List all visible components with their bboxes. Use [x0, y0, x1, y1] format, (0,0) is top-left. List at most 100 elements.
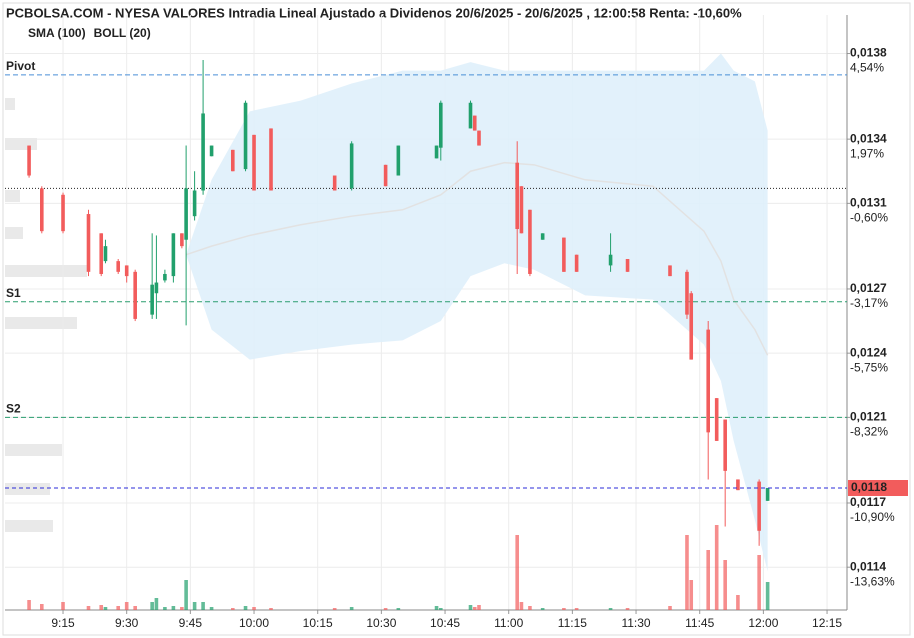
y-tick-return: -13,63% [850, 574, 895, 588]
volume-bar [515, 535, 519, 610]
volume-bar [757, 555, 761, 610]
x-tick-label: 10:30 [366, 616, 396, 630]
volume-bar [231, 608, 235, 610]
x-tick-label: 10:15 [303, 616, 333, 630]
volume-bar [736, 595, 740, 610]
volume-bar [723, 560, 727, 610]
y-tick-return: 1,97% [850, 146, 884, 160]
candle-body [714, 398, 719, 441]
candle-body [540, 233, 545, 240]
volume-bar [40, 604, 44, 610]
indicator-legend: BOLL (20) [94, 26, 151, 40]
volume-bar [689, 580, 694, 610]
candle-body [438, 102, 443, 148]
y-tick-label: 0,0134 [850, 131, 887, 145]
candle-body [468, 102, 473, 129]
candle-body [434, 145, 439, 159]
volume-bar [714, 525, 719, 610]
bollinger-middle [185, 161, 769, 356]
volume-bar [332, 608, 337, 610]
candle-body [252, 134, 256, 191]
volume-bar [528, 606, 532, 610]
volume-bar [184, 580, 188, 610]
volume-bar [438, 608, 443, 610]
level-label: S1 [6, 286, 21, 300]
volume-bar [124, 602, 129, 610]
y-tick-return: -3,17% [850, 296, 888, 310]
candle-body [528, 209, 532, 274]
candle-body [133, 271, 137, 319]
candle-body [332, 175, 337, 191]
candle-body [574, 254, 579, 272]
candle-body [689, 293, 694, 360]
candle-body [515, 162, 519, 230]
candle-body [86, 214, 91, 272]
volume-bar [171, 606, 176, 610]
candle-body [757, 481, 761, 531]
volume-bar [349, 607, 354, 610]
candle-body [209, 145, 214, 157]
candle-body [99, 233, 104, 274]
candle-body [180, 233, 184, 247]
x-tick-label: 11:15 [558, 616, 587, 630]
volume-bar [668, 606, 672, 610]
candle-body [116, 261, 121, 272]
chart-title: PCBOLSA.COM - NYESA VALORES Intradia Lin… [6, 5, 742, 20]
candle-body [396, 145, 401, 176]
x-tick-label: 9:45 [179, 616, 203, 630]
y-tick-label: 0,0121 [850, 410, 887, 424]
y-tick-return: -0,60% [850, 211, 888, 225]
volume-bar [685, 535, 689, 610]
candle-body [154, 282, 159, 294]
candle-body [184, 188, 188, 240]
x-tick-label: 11:30 [621, 616, 650, 630]
volume-bar [434, 606, 439, 610]
x-tick-label: 12:00 [748, 616, 778, 630]
candle-body [685, 271, 689, 315]
y-tick-return: -5,75% [850, 360, 888, 374]
volume-bar [27, 600, 31, 610]
candle-body [27, 145, 31, 176]
candle-body [383, 164, 388, 187]
volume-bar [765, 582, 770, 610]
volume-bar [163, 607, 167, 610]
level-label: S2 [6, 402, 21, 416]
y-tick-label: 0,0127 [850, 281, 887, 295]
volume-bar [192, 602, 197, 610]
volume-bar [180, 607, 184, 610]
x-tick-label: 9:30 [115, 616, 139, 630]
y-tick-return: 4,54% [850, 61, 884, 75]
x-tick-label: 11:45 [685, 616, 714, 630]
candle-body [668, 265, 672, 277]
candle-body [736, 479, 740, 491]
candle-body [608, 254, 613, 266]
candle-body [243, 102, 248, 170]
level-label: Pivot [6, 59, 35, 73]
indicator-legend: SMA (100) [28, 26, 86, 40]
candle-body [477, 130, 481, 146]
candle-body [150, 284, 154, 315]
candle-body [61, 194, 65, 232]
x-tick-label: 9:15 [51, 616, 75, 630]
volume-bar [540, 608, 545, 610]
y-tick-return: -8,32% [850, 425, 888, 439]
candle-body [269, 128, 273, 191]
y-tick-label: 0,0114 [850, 559, 886, 573]
candle-body [625, 258, 630, 272]
volume-bar [396, 608, 401, 610]
volume-bar [468, 605, 473, 610]
candle-body [706, 329, 711, 433]
candle-body [124, 265, 129, 277]
volume-bar [519, 602, 524, 610]
x-tick-label: 10:00 [239, 616, 269, 630]
volume-bar [116, 606, 121, 610]
volume-bar [86, 606, 91, 610]
last-price-label: 0,0118 [851, 480, 887, 494]
candle-body [765, 488, 770, 501]
volume-bar [608, 608, 613, 610]
x-tick-label: 10:45 [430, 616, 460, 630]
candle-body [231, 149, 235, 172]
order-book-placeholder [5, 98, 87, 532]
volume-bar [383, 608, 388, 610]
volume-bar [269, 608, 273, 610]
